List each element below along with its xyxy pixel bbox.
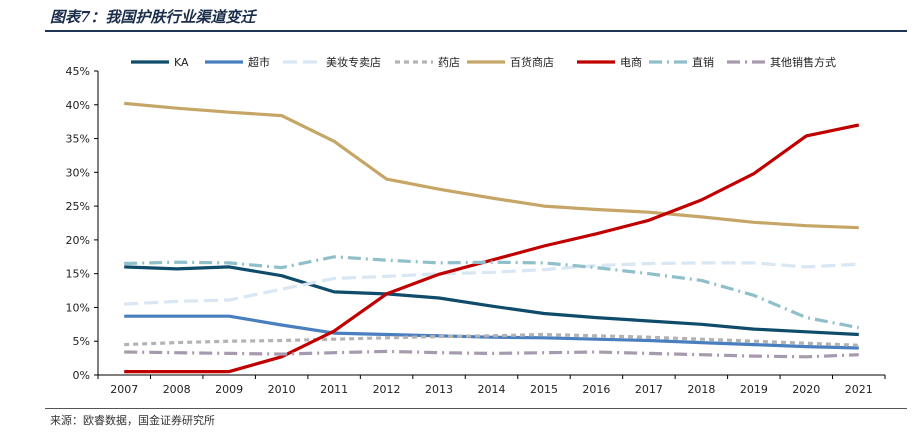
source-note: 来源：欧睿数据，国金证券研究所 [50, 414, 215, 427]
legend-label-7: 其他销售方式 [770, 55, 836, 69]
legend-label-2: 美妆专卖店 [326, 55, 381, 69]
x-tick-label: 2017 [635, 383, 663, 396]
x-tick-label: 2021 [845, 383, 873, 396]
x-tick-label: 2020 [792, 383, 820, 396]
series-line-5 [124, 123, 860, 374]
x-tick-label: 2016 [582, 383, 610, 396]
y-tick-label: 35% [66, 133, 90, 146]
x-tick-label: 2010 [268, 383, 296, 396]
chart-legend: KA 超市 美妆专卖店 药店 百货商店 电商 直销 其他销售方式 [131, 55, 836, 69]
y-tick-label: 0% [73, 369, 90, 382]
chart-axes: 0% 5% 10% 15% 20% 25% 30% 35% 40% 45% 2007 2008 2009… [66, 65, 886, 396]
y-tick-label: 20% [66, 234, 90, 247]
y-tick-label: 15% [66, 268, 90, 281]
x-tick-label: 2013 [425, 383, 453, 396]
series-line-3 [124, 332, 859, 347]
source-rule [45, 408, 907, 409]
x-tick-label: 2012 [373, 383, 401, 396]
y-tick-label: 40% [66, 99, 90, 112]
series-line-0 [124, 265, 859, 337]
y-tick-label: 30% [66, 166, 90, 179]
legend-label-3: 药店 [438, 55, 460, 69]
y-tick-label: 5% [73, 335, 90, 348]
legend-label-0: KA [174, 56, 189, 69]
legend-label-5: 电商 [620, 55, 642, 69]
legend-label-1: 超市 [248, 55, 270, 69]
series-line-7 [124, 349, 859, 359]
x-tick-label: 2015 [530, 383, 558, 396]
x-tick-label: 2007 [110, 383, 138, 396]
x-tick-label: 2019 [740, 383, 768, 396]
x-tick-label: 2011 [320, 383, 348, 396]
x-tick-label: 2014 [478, 383, 506, 396]
series-line-2 [124, 261, 859, 306]
legend-label-4: 百货商店 [510, 55, 554, 69]
x-tick-label: 2018 [687, 383, 715, 396]
series-line-6 [124, 255, 860, 330]
series-line-1 [124, 314, 859, 350]
y-tick-label: 45% [66, 65, 90, 78]
y-tick-label: 25% [66, 200, 90, 213]
y-tick-label: 10% [66, 301, 90, 314]
title-rule [45, 30, 907, 32]
x-tick-label: 2008 [163, 383, 191, 396]
series-line-4 [124, 101, 859, 230]
figure-title: 图表7：我国护肤行业渠道变迁 [50, 8, 256, 26]
x-tick-label: 2009 [215, 383, 243, 396]
chart-series [124, 101, 860, 374]
legend-label-6: 直销 [692, 55, 714, 69]
